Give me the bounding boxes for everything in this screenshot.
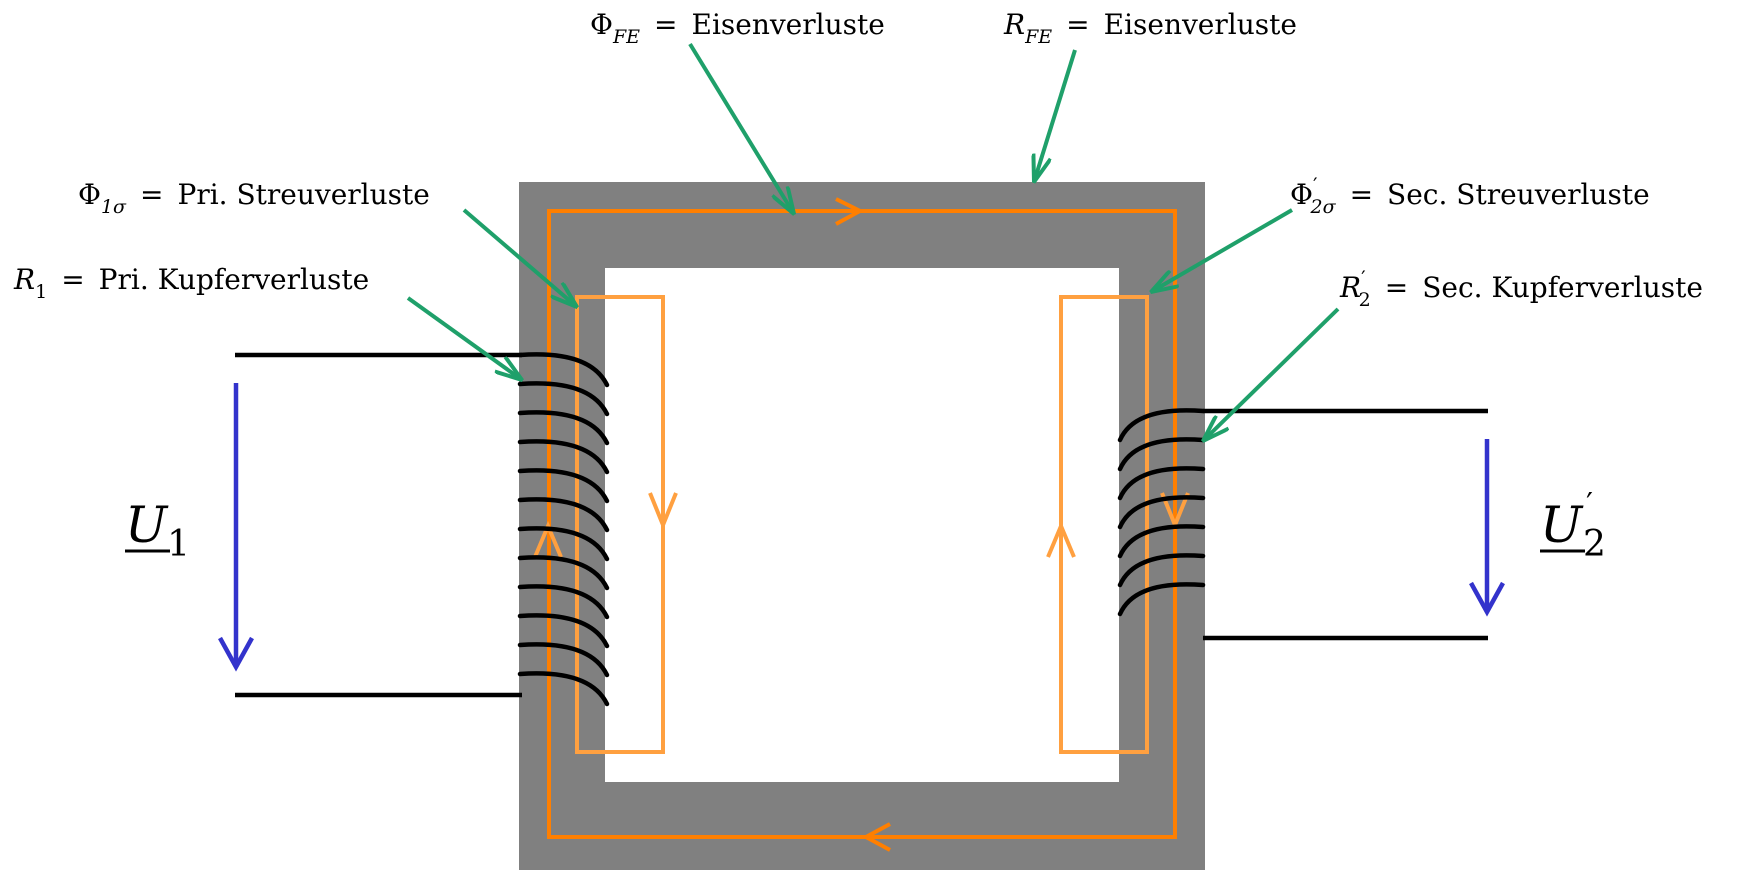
pointer-phi-fe bbox=[688, 42, 794, 214]
label-phi-fe: ΦFE = Eisenverluste bbox=[590, 8, 885, 48]
primary-leakage-flux bbox=[533, 295, 678, 754]
terminal-leads bbox=[235, 352, 1488, 698]
label-u2: U ′ 2 bbox=[1540, 487, 1606, 565]
iron-core bbox=[519, 182, 1205, 870]
main-flux-arrow-top bbox=[835, 197, 865, 226]
label-r-2: R′ 2 = Sec. Kupferverluste bbox=[1339, 266, 1703, 311]
primary-leakage-arrow-down bbox=[648, 492, 678, 531]
core-window bbox=[605, 268, 1119, 782]
label-u1: U1 bbox=[125, 496, 190, 565]
pointer-r-fe bbox=[1034, 49, 1077, 182]
u1-arrow-head bbox=[218, 636, 254, 672]
u2-arrow-head bbox=[1469, 581, 1505, 617]
pointer-r-2 bbox=[1203, 307, 1340, 441]
voltage-arrows bbox=[218, 383, 1505, 672]
secondary-winding bbox=[1117, 408, 1206, 617]
label-r-fe: RFE = Eisenverluste bbox=[1003, 8, 1297, 48]
primary-winding bbox=[517, 352, 610, 707]
pointer-phi-2s bbox=[1151, 208, 1294, 292]
label-phi-1-sigma: Φ1σ = Pri. Streuverluste bbox=[78, 178, 430, 218]
primary-leakage-arrow-up bbox=[533, 520, 563, 558]
main-flux-arrow-bottom bbox=[861, 822, 891, 852]
label-phi-2-sigma: Φ′ 2σ = Sec. Streuverluste bbox=[1290, 173, 1650, 218]
secondary-leakage-arrow-up bbox=[1046, 520, 1076, 558]
annotation-pointers bbox=[406, 42, 1340, 441]
pointer-phi-1s bbox=[462, 208, 577, 307]
pointer-r-1 bbox=[406, 296, 522, 380]
voltage-labels: U1 U ′ 2 bbox=[125, 487, 1606, 565]
label-r-1: R1 = Pri. Kupferverluste bbox=[13, 263, 369, 303]
annotation-labels: ΦFE = Eisenverluste RFE = Eisenverluste Φ1σ =… bbox=[13, 8, 1703, 311]
